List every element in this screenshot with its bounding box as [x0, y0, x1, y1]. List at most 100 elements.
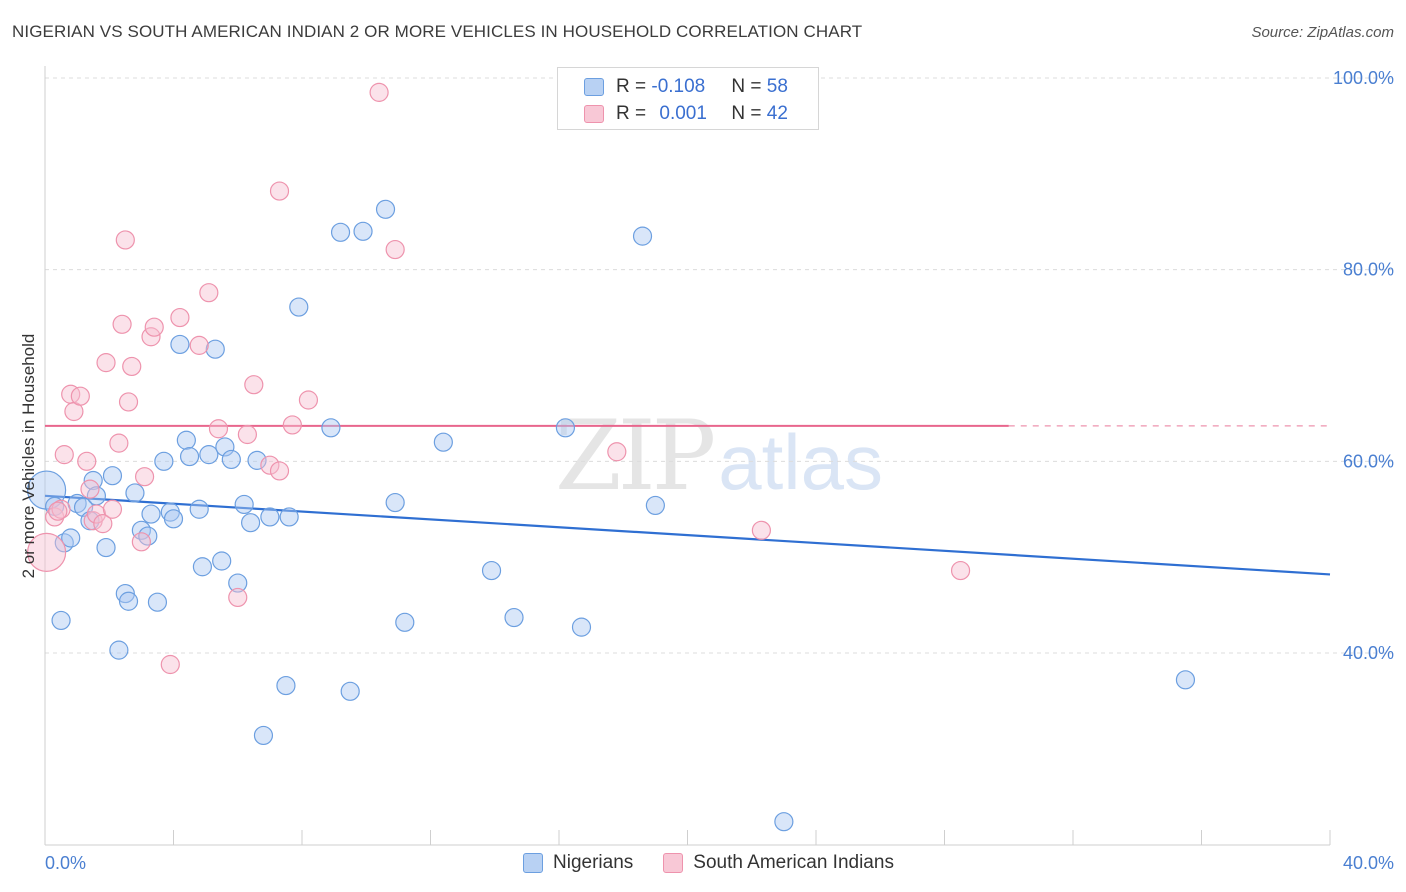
x-tick-label: 0.0%	[45, 853, 86, 873]
south-american-indian-point	[134, 467, 155, 487]
legend-n-value: 58	[766, 76, 788, 97]
south-american-indian-point	[228, 587, 248, 608]
nigerian-point	[212, 551, 232, 571]
south-american-indian-point	[80, 479, 100, 499]
nigerian-point	[234, 494, 254, 515]
south-american-indian-point	[607, 442, 627, 462]
legend-n-label: N =	[731, 76, 767, 97]
nigerian-point	[147, 592, 168, 612]
nigerian-point	[118, 591, 139, 611]
south-american-indian-point	[115, 230, 135, 250]
source-label: Source: ZipAtlas.com	[1251, 24, 1394, 41]
nigerian-point	[154, 451, 174, 471]
chart-title: NIGERIAN VS SOUTH AMERICAN INDIAN 2 OR M…	[12, 22, 863, 41]
south-american-indian-point	[45, 507, 65, 527]
nigerian-point	[192, 557, 213, 577]
nigerian-point	[571, 617, 592, 637]
nigerian-point	[632, 226, 653, 246]
nigerian-point	[221, 449, 241, 470]
nigerian-point	[170, 334, 190, 355]
south-american-indian-point	[189, 335, 209, 355]
south-american-indian-point	[160, 654, 180, 675]
south-american-indian-point	[70, 386, 90, 406]
axes	[44, 66, 1331, 846]
nigerian-point	[199, 445, 219, 465]
legend-label-nigerians: Nigerians	[553, 852, 634, 873]
south-american-indian-point	[260, 455, 280, 475]
nigerian-point	[125, 483, 145, 503]
stats-legend: R = -0.108 N = 58 R = 0.001 N = 42	[557, 67, 819, 130]
nigerian-point	[330, 222, 351, 242]
nigerian-point	[96, 537, 116, 558]
south-american-indian-point	[51, 499, 71, 519]
x-tick-label: 40.0%	[1343, 853, 1394, 873]
legend-item-nigerians: Nigerians	[523, 852, 633, 874]
nigerian-point	[481, 560, 502, 581]
legend-n-label: N =	[731, 103, 767, 124]
legend-swatch-pink	[663, 853, 684, 873]
south-american-indian-point	[369, 82, 389, 102]
south-american-indian-point	[385, 239, 405, 260]
y-tick-label: 100.0%	[1333, 68, 1394, 88]
nigerian-point	[109, 640, 129, 660]
legend-r-label: R =	[616, 103, 652, 124]
nigerian-point	[289, 297, 309, 317]
legend-r-label: R =	[616, 76, 652, 97]
south-american-indian-point	[112, 314, 132, 334]
y-tick-label: 80.0%	[1343, 260, 1394, 280]
nigerian-point	[279, 507, 299, 527]
south-american-indian-point	[950, 560, 971, 581]
y-axis-label: 2 or more Vehicles in Household	[19, 334, 38, 579]
trend-lines	[44, 424, 1331, 576]
nigerian-point	[260, 507, 280, 527]
nigerian-point	[61, 528, 81, 548]
nigerian-point	[774, 812, 794, 832]
south-american-indian-point	[54, 445, 74, 465]
south-american-indian-point	[77, 451, 97, 471]
legend-swatch-pink	[584, 105, 604, 123]
legend-item-south-american-indians: South American Indians	[663, 852, 894, 874]
nigerian-point	[433, 432, 453, 452]
south-american-indian-point	[269, 181, 290, 201]
nigerian-point	[395, 612, 415, 632]
nigerian-point	[176, 430, 196, 450]
south-american-indian-point	[237, 424, 257, 445]
south-american-indian-point	[269, 461, 290, 481]
nigerian-point	[115, 583, 135, 604]
nigerian-point	[555, 418, 576, 438]
south-american-indian-point	[102, 499, 123, 519]
legend-row-nigerians: R = -0.108 N = 58	[558, 73, 788, 101]
nigerian-point	[228, 573, 248, 593]
legend-n-value: 42	[766, 103, 788, 124]
nigerians-trend-line	[44, 494, 1331, 576]
south-american-indian-point	[109, 433, 129, 453]
south-american-indian-point	[170, 307, 190, 328]
legend-r-value: -0.108	[651, 76, 706, 97]
nigerian-point	[340, 681, 360, 701]
nigerian-point	[276, 675, 296, 696]
legend-row-south-american-indians: R = 0.001 N = 42	[558, 100, 788, 128]
nigerian-point	[1175, 670, 1196, 690]
south-american-indian-point	[208, 419, 229, 439]
nigerian-point	[375, 199, 396, 219]
nigerian-point	[241, 513, 261, 533]
legend-swatch-blue	[584, 78, 604, 96]
y-tick-label: 40.0%	[1343, 643, 1394, 663]
south-american-indian-point	[144, 317, 164, 337]
nigerian-point	[215, 437, 235, 457]
nigerian-point	[253, 725, 274, 746]
nigerian-point	[51, 610, 71, 631]
south-american-indian-point	[298, 390, 319, 410]
south-american-indian-point	[244, 375, 264, 395]
nigerian-point	[205, 339, 225, 359]
series-legend: Nigerians South American Indians	[523, 852, 924, 874]
south-american-indian-point	[96, 353, 116, 373]
south-american-indian-point	[282, 415, 302, 435]
south-american-indian-point	[199, 283, 219, 303]
south-american-indian-point	[118, 392, 139, 412]
nigerian-point	[141, 504, 161, 524]
nigerian-point	[504, 607, 524, 628]
nigerian-point	[247, 450, 267, 470]
south-american-indian-point	[48, 501, 68, 521]
y-tick-label: 60.0%	[1343, 451, 1394, 471]
